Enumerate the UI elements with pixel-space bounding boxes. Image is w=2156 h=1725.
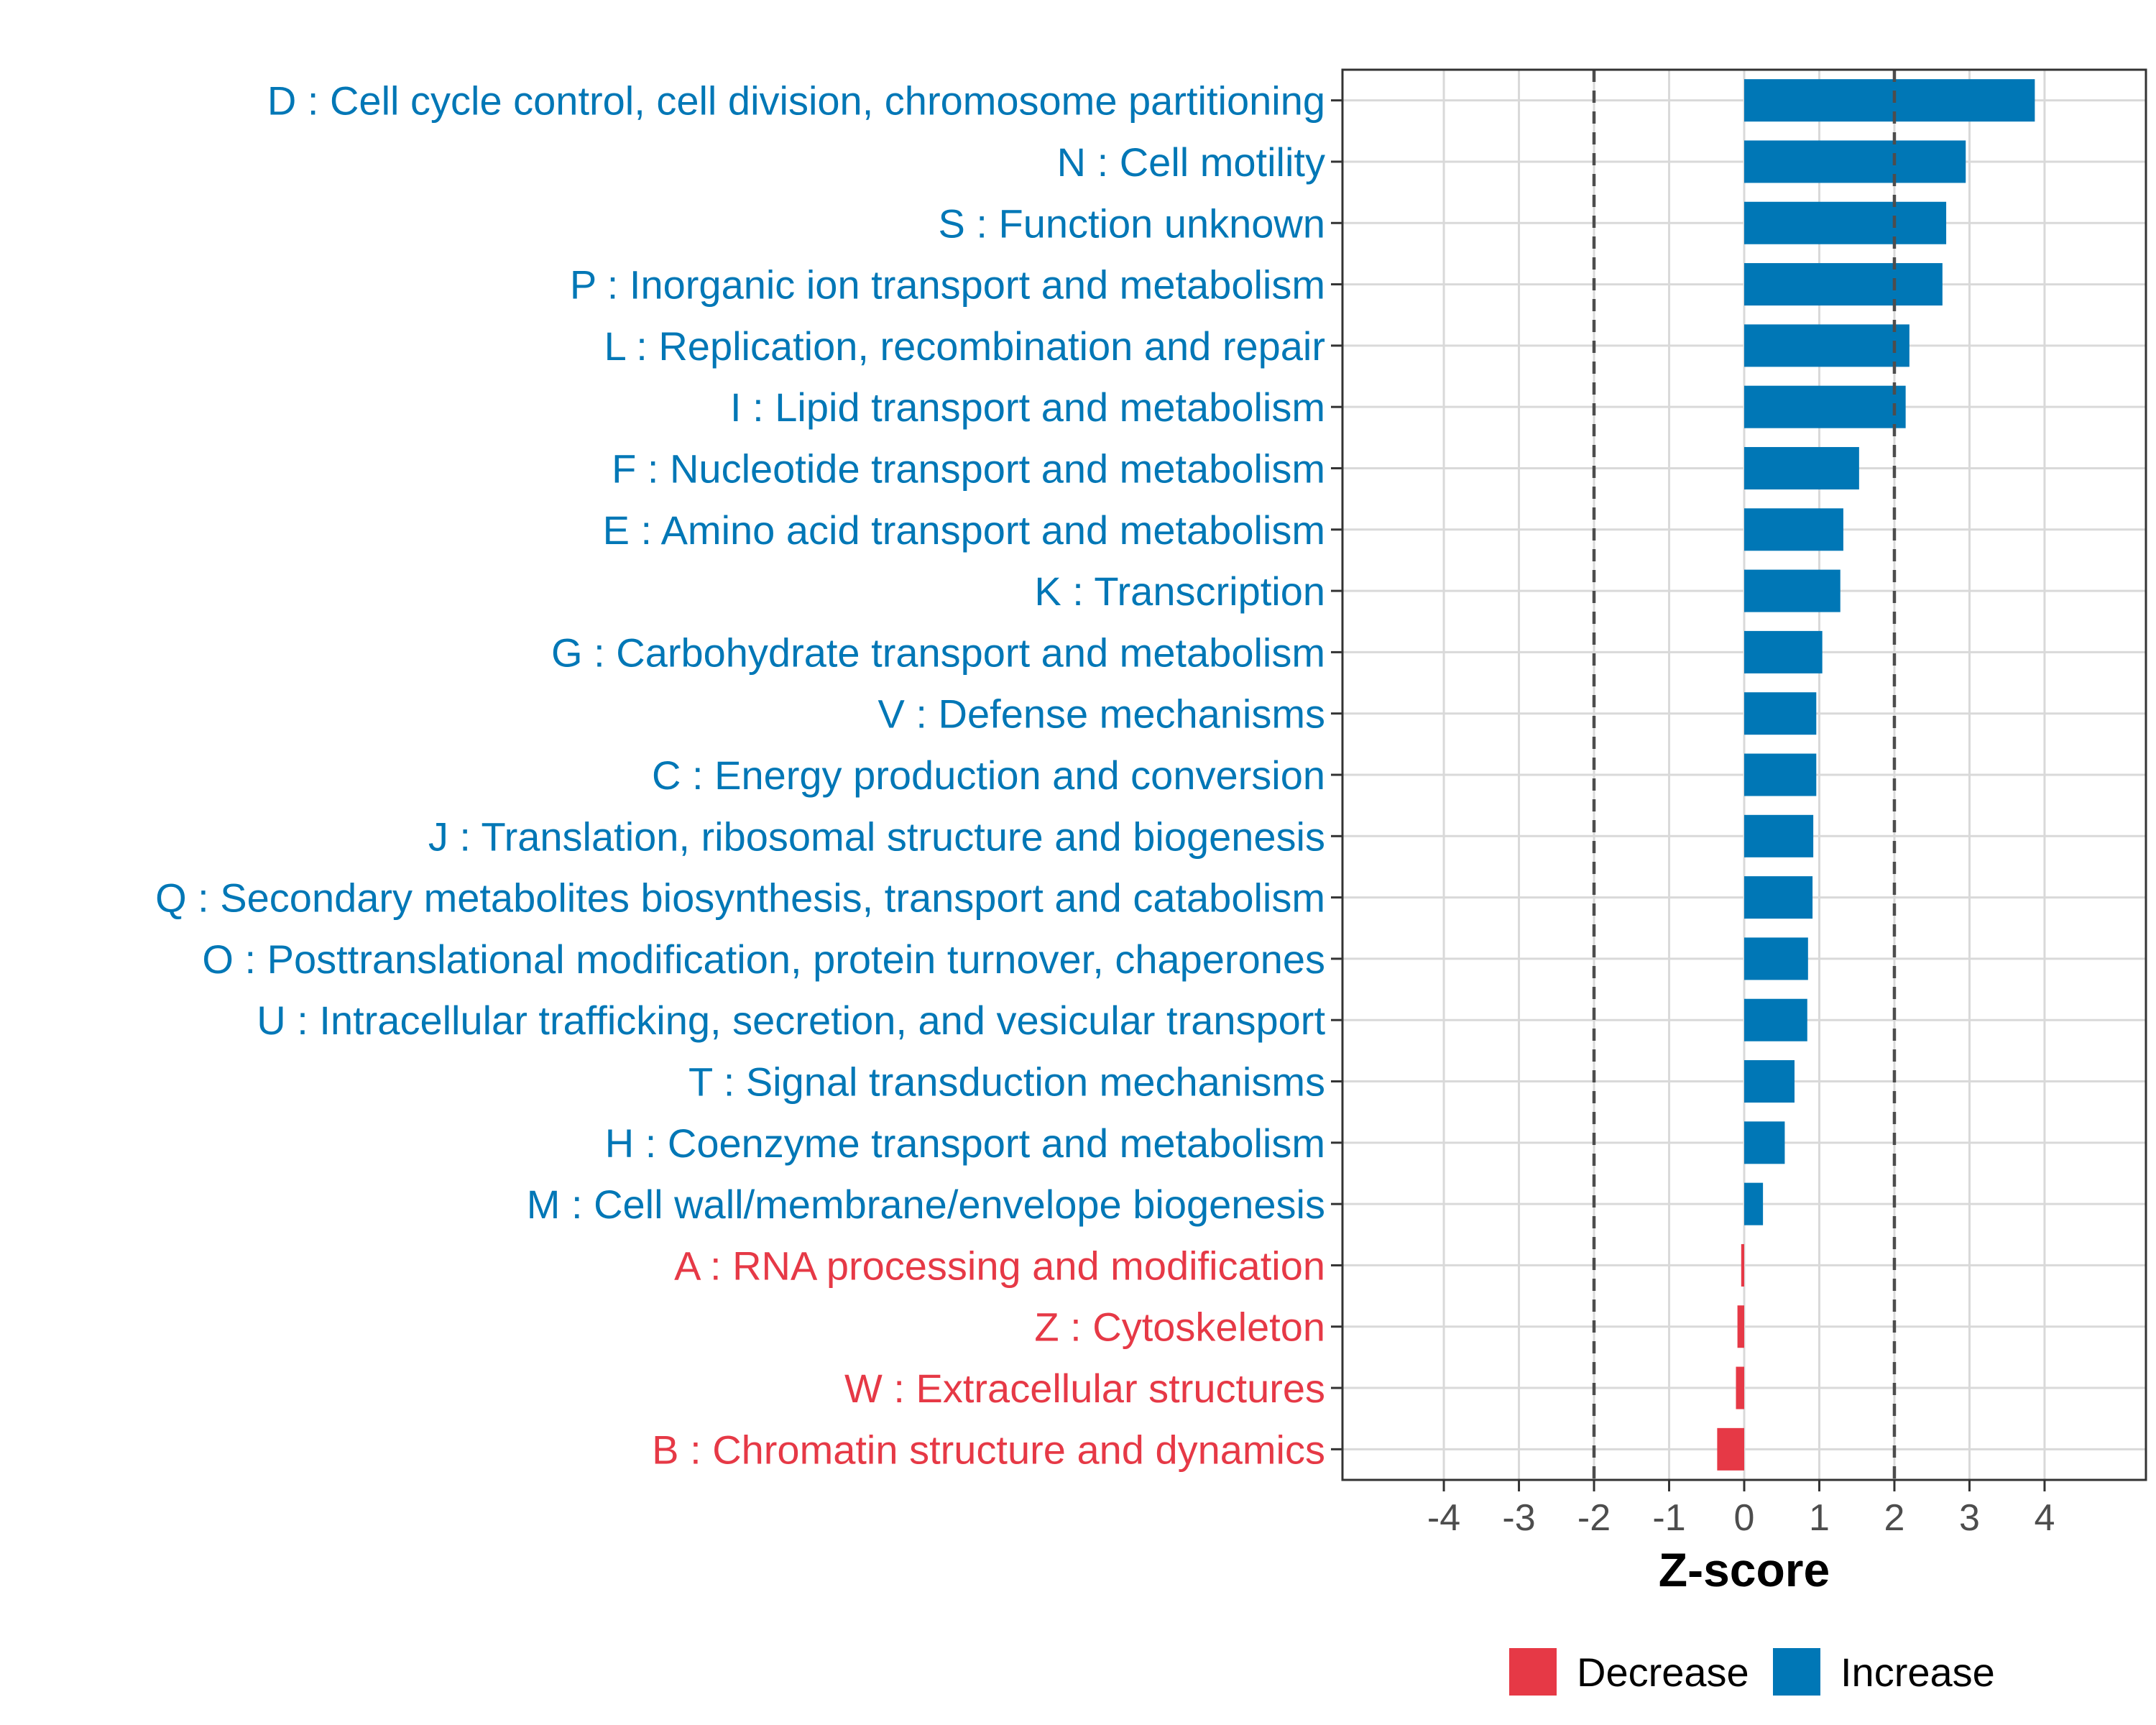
category-label: Q : Secondary metabolites biosynthesis, … bbox=[155, 875, 1325, 921]
bar bbox=[1744, 876, 1813, 919]
category-label: N : Cell motility bbox=[1057, 139, 1325, 185]
x-tick-label: 0 bbox=[1734, 1497, 1755, 1539]
bar bbox=[1736, 1366, 1744, 1409]
bar bbox=[1744, 79, 2035, 122]
x-tick-label: -4 bbox=[1427, 1497, 1460, 1539]
x-tick-label: 2 bbox=[1884, 1497, 1905, 1539]
category-label: F : Nucleotide transport and metabolism bbox=[612, 446, 1325, 491]
x-tick-label: -3 bbox=[1502, 1497, 1535, 1539]
x-axis-ticks bbox=[1442, 1480, 2046, 1491]
legend-swatch-decrease bbox=[1509, 1648, 1557, 1696]
bar bbox=[1744, 508, 1843, 551]
bar bbox=[1744, 753, 1817, 796]
x-tick-label: -1 bbox=[1652, 1497, 1685, 1539]
category-label: H : Coenzyme transport and metabolism bbox=[605, 1121, 1325, 1166]
category-label: C : Energy production and conversion bbox=[652, 753, 1325, 798]
bar bbox=[1744, 140, 1966, 183]
x-tick-label: 1 bbox=[1809, 1497, 1830, 1539]
category-label: Z : Cytoskeleton bbox=[1034, 1305, 1325, 1350]
category-label: G : Carbohydrate transport and metabolis… bbox=[551, 630, 1325, 675]
category-label: O : Posttranslational modification, prot… bbox=[202, 937, 1325, 982]
category-label: V : Defense mechanisms bbox=[878, 691, 1325, 737]
category-label: P : Inorganic ion transport and metaboli… bbox=[570, 262, 1325, 308]
x-axis-title: Z-score bbox=[1659, 1543, 1830, 1596]
threshold-lines bbox=[1592, 70, 1897, 1480]
bar bbox=[1744, 998, 1807, 1041]
bar bbox=[1717, 1427, 1744, 1471]
bar bbox=[1744, 1060, 1795, 1103]
category-label: B : Chromatin structure and dynamics bbox=[652, 1427, 1325, 1472]
category-label: M : Cell wall/membrane/envelope biogenes… bbox=[527, 1182, 1325, 1227]
x-tick-label: 4 bbox=[2034, 1497, 2055, 1539]
category-label: U : Intracellular trafficking, secretion… bbox=[257, 998, 1325, 1043]
category-label: T : Signal transduction mechanisms bbox=[688, 1059, 1325, 1105]
bar bbox=[1744, 630, 1823, 673]
x-tick-label: -2 bbox=[1577, 1497, 1611, 1539]
category-label: I : Lipid transport and metabolism bbox=[730, 385, 1325, 430]
bar bbox=[1744, 446, 1859, 489]
category-label: J : Translation, ribosomal structure and… bbox=[428, 814, 1325, 859]
category-label: D : Cell cycle control, cell division, c… bbox=[267, 78, 1325, 124]
bar bbox=[1744, 692, 1817, 735]
bar bbox=[1744, 385, 1906, 428]
category-label: S : Function unknown bbox=[938, 201, 1325, 246]
bar bbox=[1744, 937, 1808, 980]
bar bbox=[1737, 1305, 1744, 1348]
bar bbox=[1744, 1121, 1785, 1164]
bar bbox=[1744, 814, 1814, 857]
legend-swatch-increase bbox=[1773, 1648, 1820, 1696]
legend-label-decrease: Decrease bbox=[1577, 1650, 1749, 1695]
legend: Decrease Increase bbox=[1509, 1648, 1995, 1696]
bar bbox=[1744, 324, 1909, 367]
legend-label-increase: Increase bbox=[1841, 1650, 1995, 1695]
category-label: W : Extracellular structures bbox=[844, 1366, 1325, 1411]
x-tick-label: 3 bbox=[1959, 1497, 1980, 1539]
bar bbox=[1744, 1182, 1764, 1225]
category-label: E : Amino acid transport and metabolism bbox=[603, 507, 1325, 553]
y-axis-labels: D : Cell cycle control, cell division, c… bbox=[155, 78, 1325, 1473]
category-label: K : Transcription bbox=[1034, 569, 1325, 614]
y-axis-ticks bbox=[1331, 99, 1342, 1450]
x-axis-tick-labels: -4 -3 -2 -1 0 1 2 3 4 bbox=[1427, 1497, 2055, 1539]
bar bbox=[1744, 201, 1947, 244]
category-label: L : Replication, recombination and repai… bbox=[604, 323, 1325, 369]
bar bbox=[1744, 263, 1943, 306]
bar bbox=[1744, 569, 1841, 612]
bars bbox=[1717, 79, 2035, 1471]
category-label: A : RNA processing and modification bbox=[674, 1243, 1325, 1288]
bar bbox=[1741, 1243, 1744, 1287]
